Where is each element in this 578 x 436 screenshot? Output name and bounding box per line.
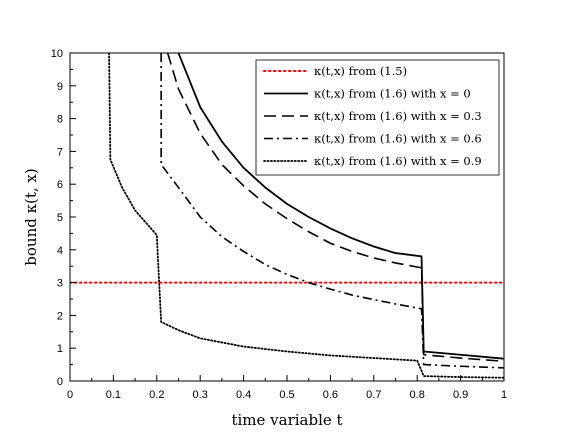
series-line-3 — [160, 53, 504, 369]
x-tick-label: 0.2 — [149, 389, 164, 401]
y-axis: 0 1 2 3 4 5 6 7 8 9 10 — [51, 48, 76, 388]
x-tick-label: 0.8 — [410, 389, 425, 401]
x-tick-label: 0.6 — [323, 389, 338, 401]
x-tick-label: 1 — [501, 389, 507, 401]
series-layer — [70, 53, 504, 379]
legend-items: κ(t,x) from (1.5) κ(t,x) from (1.6) with … — [263, 64, 482, 168]
legend: κ(t,x) from (1.5) κ(t,x) from (1.6) with … — [255, 59, 500, 176]
y-tick-label: 10 — [51, 48, 63, 60]
y-tick-label: 6 — [57, 179, 63, 191]
x-tick-label: 0.7 — [366, 389, 381, 401]
y-tick-label: 4 — [57, 245, 63, 257]
x-axis-title: time variable t — [231, 411, 342, 429]
y-axis-title: bound κ(t, x) — [22, 168, 40, 265]
x-tick-label: 0.9 — [453, 389, 468, 401]
x-tick-label: 0.5 — [279, 389, 294, 401]
y-tick-label: 5 — [57, 212, 63, 224]
y-tick-label: 0 — [57, 376, 63, 388]
y-tick-label: 9 — [57, 81, 63, 93]
x-tick-label: 0.3 — [193, 389, 208, 401]
x-tick-label: 0.1 — [106, 389, 121, 401]
x-tick-label: 0.4 — [236, 389, 251, 401]
series-line-4 — [108, 53, 504, 379]
legend-label-3: κ(t,x) from (1.6) with x = 0.6 — [314, 132, 482, 146]
y-tick-label: 3 — [57, 278, 63, 290]
y-tick-label: 2 — [57, 310, 63, 322]
x-axis: 0 0.1 0.2 0.3 0.4 0.5 0.6 0.7 0.8 0.9 1 — [67, 375, 507, 401]
legend-label-2: κ(t,x) from (1.6) with x = 0.3 — [314, 109, 482, 123]
series-line-2 — [166, 53, 504, 363]
x-tick-label: 0 — [67, 389, 73, 401]
y-tick-label: 8 — [57, 114, 63, 126]
legend-label-0: κ(t,x) from (1.5) — [314, 64, 407, 78]
y-tick-label: 1 — [57, 343, 63, 355]
legend-label-4: κ(t,x) from (1.6) with x = 0.9 — [314, 154, 482, 168]
y-tick-label: 7 — [57, 146, 63, 158]
legend-label-1: κ(t,x) from (1.6) with x = 0 — [314, 87, 471, 101]
legend-box — [255, 59, 500, 176]
